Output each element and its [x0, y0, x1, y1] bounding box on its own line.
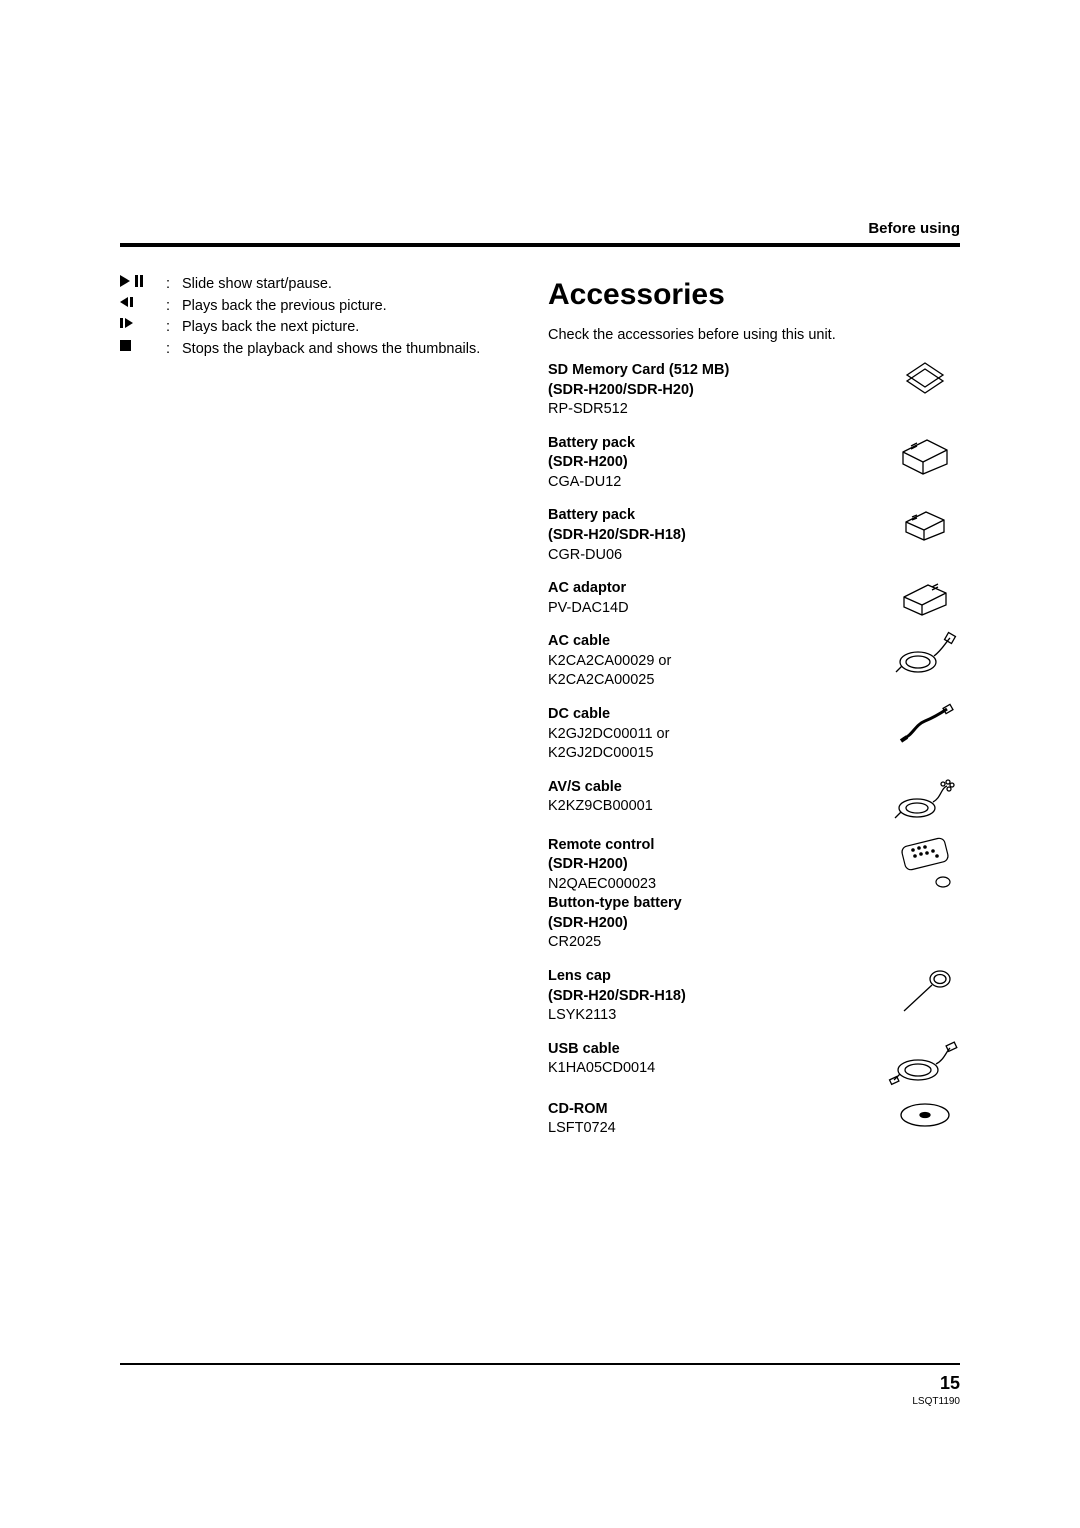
accessory-item-lens-cap: Lens cap (SDR-H20/SDR-H18) LSYK2113: [548, 967, 960, 1026]
page-number: 15: [120, 1373, 960, 1394]
colon-text: :: [166, 297, 174, 317]
playback-controls-block: : Slide show start/pause. : Plays back t…: [120, 275, 520, 1153]
accessory-item-sd-card: SD Memory Card (512 MB) (SDR-H200/SDR-H2…: [548, 361, 960, 420]
acc-partno: K2KZ9CB00001: [548, 797, 880, 817]
acc-label: (SDR-H200): [548, 914, 880, 934]
accessory-item-battery-small: Battery pack (SDR-H20/SDR-H18) CGR-DU06: [548, 506, 960, 565]
cd-rom-icon: [890, 1100, 960, 1130]
playback-row-next: : Plays back the next picture.: [120, 318, 520, 338]
acc-label: CD-ROM: [548, 1100, 880, 1120]
acc-label: USB cable: [548, 1040, 880, 1060]
acc-label: Button-type battery: [548, 894, 880, 914]
acc-partno: LSYK2113: [548, 1006, 880, 1026]
acc-partno: PV-DAC14D: [548, 599, 880, 619]
acc-label: Battery pack: [548, 434, 880, 454]
acc-label: AC adaptor: [548, 579, 880, 599]
battery-small-icon: [890, 506, 960, 544]
stop-icon: [120, 340, 158, 351]
accessory-item-ac-adaptor: AC adaptor PV-DAC14D: [548, 579, 960, 618]
acc-partno: K2CA2CA00025: [548, 671, 880, 691]
acc-partno: K2CA2CA00029 or: [548, 652, 880, 672]
accessory-item-battery-large: Battery pack (SDR-H200) CGA-DU12: [548, 434, 960, 493]
footer-rule: [120, 1363, 960, 1365]
avs-cable-icon: [890, 778, 960, 822]
acc-label: AC cable: [548, 632, 880, 652]
dc-cable-icon: [890, 705, 960, 747]
acc-partno: K2GJ2DC00015: [548, 744, 880, 764]
acc-label: DC cable: [548, 705, 880, 725]
stop-desc: Stops the playback and shows the thumbna…: [182, 340, 520, 360]
acc-partno: CR2025: [548, 933, 880, 953]
acc-label: AV/S cable: [548, 778, 880, 798]
header-rule: [120, 243, 960, 247]
acc-label: Battery pack: [548, 506, 880, 526]
acc-partno: K1HA05CD0014: [548, 1059, 880, 1079]
playback-row-play-pause: : Slide show start/pause.: [120, 275, 520, 295]
section-header: Before using: [120, 220, 960, 237]
lens-cap-icon: [890, 967, 960, 1017]
accessory-item-remote: Remote control (SDR-H200) N2QAEC000023 B…: [548, 836, 960, 953]
acc-label: (SDR-H20/SDR-H18): [548, 987, 880, 1007]
acc-partno: K2GJ2DC00011 or: [548, 725, 880, 745]
play-pause-icon: [120, 275, 158, 287]
accessory-item-dc-cable: DC cable K2GJ2DC00011 or K2GJ2DC00015: [548, 705, 960, 764]
playback-row-prev: : Plays back the previous picture.: [120, 297, 520, 317]
acc-label: SD Memory Card (512 MB): [548, 361, 880, 381]
sd-card-icon: [890, 361, 960, 401]
colon-text: :: [166, 318, 174, 338]
acc-label: (SDR-H20/SDR-H18): [548, 526, 880, 546]
playback-row-stop: : Stops the playback and shows the thumb…: [120, 340, 520, 360]
acc-partno: CGR-DU06: [548, 546, 880, 566]
acc-label: (SDR-H200): [548, 453, 880, 473]
prev-icon: [120, 297, 158, 307]
acc-partno: LSFT0724: [548, 1119, 880, 1139]
accessory-item-cd-rom: CD-ROM LSFT0724: [548, 1100, 960, 1139]
usb-cable-icon: [890, 1040, 960, 1086]
accessories-title: Accessories: [548, 275, 960, 316]
accessories-intro: Check the accessories before using this …: [548, 326, 960, 346]
colon-text: :: [166, 275, 174, 295]
next-icon: [120, 318, 158, 328]
acc-label: (SDR-H200/SDR-H20): [548, 381, 880, 401]
ac-adaptor-icon: [890, 579, 960, 617]
acc-partno: RP-SDR512: [548, 400, 880, 420]
accessory-item-ac-cable: AC cable K2CA2CA00029 or K2CA2CA00025: [548, 632, 960, 691]
doc-code: LSQT1190: [120, 1396, 960, 1407]
prev-desc: Plays back the previous picture.: [182, 297, 520, 317]
acc-label: (SDR-H200): [548, 855, 880, 875]
acc-label: Remote control: [548, 836, 880, 856]
accessory-item-avs-cable: AV/S cable K2KZ9CB00001: [548, 778, 960, 822]
remote-icon: [890, 836, 960, 892]
acc-partno: CGA-DU12: [548, 473, 880, 493]
colon-text: :: [166, 340, 174, 360]
accessory-item-usb-cable: USB cable K1HA05CD0014: [548, 1040, 960, 1086]
acc-partno: N2QAEC000023: [548, 875, 880, 895]
ac-cable-icon: [890, 632, 960, 678]
battery-large-icon: [890, 434, 960, 476]
play-pause-desc: Slide show start/pause.: [182, 275, 520, 295]
next-desc: Plays back the next picture.: [182, 318, 520, 338]
acc-label: Lens cap: [548, 967, 880, 987]
